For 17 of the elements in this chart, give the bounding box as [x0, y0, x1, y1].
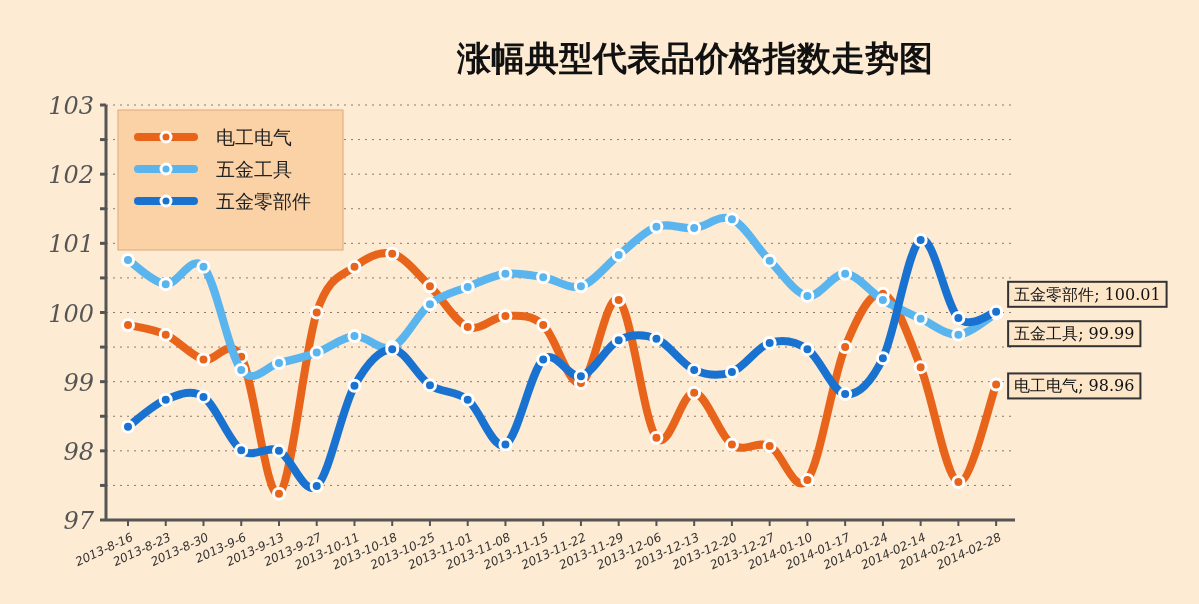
- annotation: 五金工具; 99.99: [1014, 324, 1135, 344]
- annotation: 五金零部件; 100.01: [1007, 280, 1168, 308]
- y-tick-label: 98: [63, 437, 94, 466]
- y-tick-label: 99: [63, 368, 94, 397]
- legend-label: 五金工具: [216, 158, 292, 180]
- y-tick-label: 101: [48, 230, 94, 259]
- annotation: 电工电气; 98.96: [1007, 372, 1142, 400]
- y-tick-label: 102: [48, 161, 94, 190]
- annotation: 五金工具; 99.99: [1007, 320, 1142, 348]
- y-tick-label: 103: [48, 92, 94, 120]
- legend-label: 五金零部件: [216, 190, 311, 212]
- y-tick-label: 100: [48, 299, 94, 328]
- chart-title: 涨幅典型代表品价格指数走势图: [456, 38, 933, 78]
- legend-label: 电工电气: [216, 126, 292, 148]
- y-tick-label: 97: [63, 507, 95, 535]
- annotation: 电工电气; 98.96: [1014, 376, 1135, 396]
- annotation: 五金零部件; 100.01: [1014, 284, 1161, 304]
